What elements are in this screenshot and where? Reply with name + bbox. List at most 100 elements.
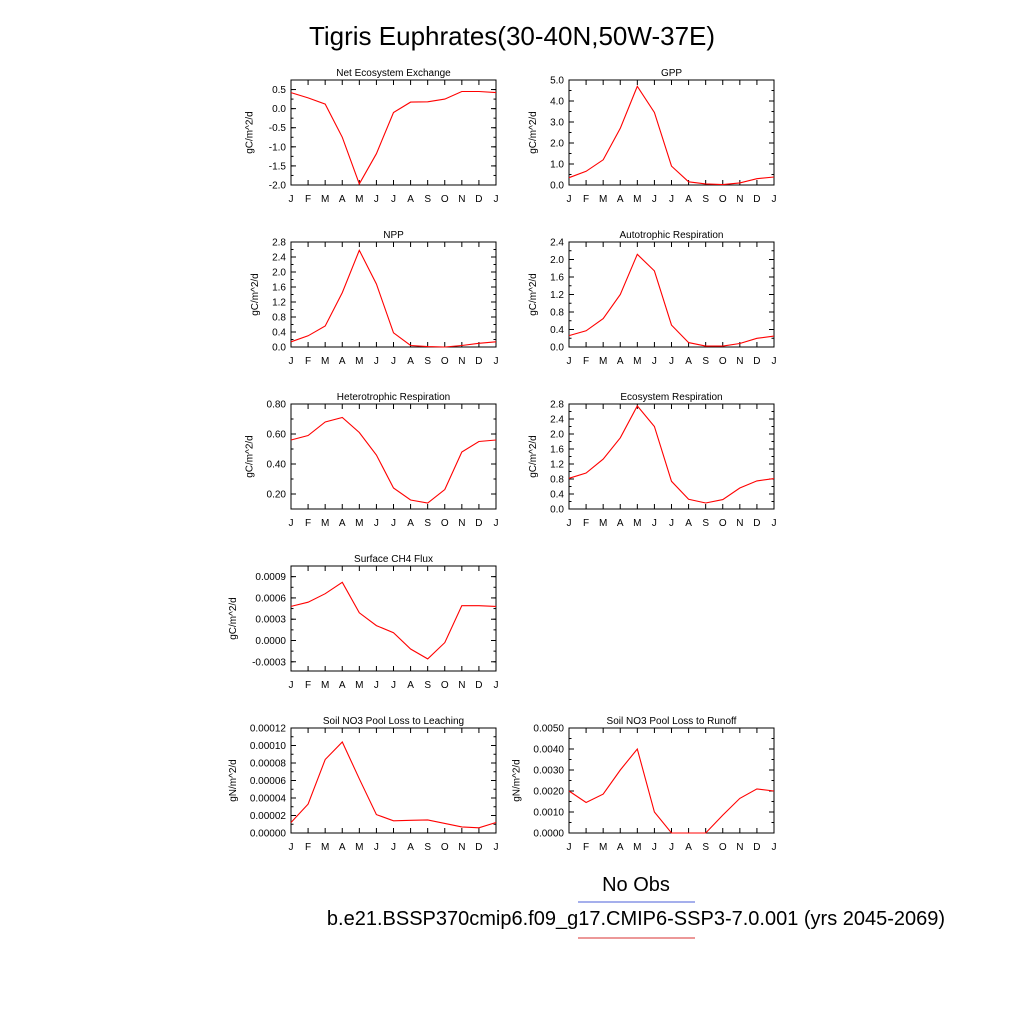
legend: No Obs b.e21.BSSP370cmip6.f09_g17.CMIP6-… [327, 874, 945, 939]
series-line [568, 404, 775, 504]
x-tick-label: M [599, 842, 607, 853]
y-tick-label: 0.0010 [533, 808, 564, 819]
y-tick-label: 0.60 [267, 430, 287, 441]
x-tick-label: F [305, 842, 311, 853]
y-tick-label: 2.4 [272, 253, 286, 264]
legend-model-label: b.e21.BSSP370cmip6.f09_g17.CMIP6-SSP3-7.… [327, 908, 945, 930]
x-tick-label: M [633, 518, 641, 529]
x-tick-label: A [685, 194, 692, 205]
y-tick-label: 0.0 [272, 104, 286, 115]
x-tick-label: J [652, 842, 657, 853]
y-tick-label: 0.8 [550, 308, 564, 319]
y-tick-label: 3.0 [550, 118, 564, 129]
x-tick-label: M [355, 680, 363, 691]
chart-panel: Heterotrophic Respiration 0.80 0.60 0.40 0.2… [245, 392, 499, 529]
y-tick-label: 1.0 [550, 160, 564, 171]
x-tick-label: O [441, 842, 449, 853]
y-tick-label: 1.6 [272, 283, 286, 294]
x-tick-label: J [652, 518, 657, 529]
y-axis-label: gC/m^2/d [528, 273, 539, 316]
y-tick-label: 0.0020 [533, 787, 564, 798]
x-tick-label: O [441, 518, 449, 529]
x-tick-label: M [599, 518, 607, 529]
y-tick-label: 1.6 [550, 445, 564, 456]
y-tick-label: 2.0 [550, 139, 564, 150]
y-tick-label: 0.00006 [250, 776, 287, 787]
y-tick-label: 2.8 [550, 400, 564, 411]
x-tick-label: J [567, 518, 572, 529]
x-tick-label: N [458, 518, 465, 529]
y-tick-label: 0.0003 [255, 615, 286, 626]
plot-frame [568, 727, 775, 834]
chart-title: NPP [383, 230, 404, 241]
y-axis-label: gC/m^2/d [528, 111, 539, 154]
y-tick-label: -1.0 [269, 142, 287, 153]
chart-panel: Net Ecosystem Exchange 0.5 0.0 -0.5 -1.0 -1.5… [245, 68, 499, 205]
y-tick-label: 0.0040 [533, 745, 564, 756]
x-tick-label: N [736, 356, 743, 367]
y-tick-label: 1.2 [550, 460, 564, 471]
x-tick-label: A [407, 518, 414, 529]
y-tick-label: 0.0 [550, 505, 564, 516]
x-tick-label: A [617, 194, 624, 205]
x-tick-label: S [424, 194, 431, 205]
x-tick-label: M [633, 356, 641, 367]
x-tick-label: J [374, 194, 379, 205]
figure-title: Tigris Euphrates(30-40N,50W-37E) [309, 21, 715, 51]
x-tick-label: J [652, 356, 657, 367]
series-line [290, 741, 497, 829]
x-tick-label: D [753, 842, 760, 853]
x-tick-label: A [617, 518, 624, 529]
x-tick-label: M [321, 680, 329, 691]
y-tick-label: 0.0006 [255, 593, 286, 604]
chart-panel: Autotrophic Respiration 2.4 2.0 1.6 1.2 0.8 0.… [528, 230, 776, 367]
y-axis-label: gN/m^2/d [228, 759, 239, 802]
x-tick-label: J [772, 356, 777, 367]
x-tick-label: J [567, 842, 572, 853]
y-tick-label: 4.0 [550, 97, 564, 108]
y-tick-label: 0.40 [267, 460, 287, 471]
x-tick-label: S [702, 842, 709, 853]
x-tick-label: J [567, 356, 572, 367]
x-tick-label: A [407, 680, 414, 691]
y-tick-label: 0.80 [267, 400, 287, 411]
x-tick-label: J [772, 518, 777, 529]
x-tick-label: N [458, 842, 465, 853]
plot-frame [290, 565, 497, 672]
series-line [290, 581, 497, 660]
x-tick-label: D [475, 356, 482, 367]
y-tick-label: 2.4 [550, 415, 564, 426]
x-tick-label: J [391, 194, 396, 205]
x-tick-label: F [583, 518, 589, 529]
x-tick-label: D [753, 356, 760, 367]
x-tick-label: J [652, 194, 657, 205]
x-tick-label: J [391, 356, 396, 367]
y-axis-label: gC/m^2/d [245, 435, 256, 478]
y-tick-label: 0.00012 [250, 724, 287, 735]
x-tick-label: D [475, 194, 482, 205]
x-tick-label: J [289, 680, 294, 691]
y-tick-label: 0.00008 [250, 759, 287, 770]
x-tick-label: F [305, 194, 311, 205]
y-tick-label: 2.4 [550, 238, 564, 249]
x-tick-label: A [617, 356, 624, 367]
chart-title: Ecosystem Respiration [620, 392, 722, 403]
y-axis-label: gC/m^2/d [528, 435, 539, 478]
x-tick-label: D [753, 194, 760, 205]
x-tick-label: N [458, 194, 465, 205]
x-tick-label: M [355, 356, 363, 367]
x-tick-label: M [355, 842, 363, 853]
x-tick-label: S [424, 356, 431, 367]
x-tick-label: M [321, 356, 329, 367]
y-tick-label: 0.00000 [250, 829, 287, 840]
plot-frame [290, 727, 497, 834]
series-line [568, 253, 775, 347]
chart-title: GPP [661, 68, 682, 79]
chart-panel: Ecosystem Respiration 2.8 2.4 2.0 1.6 1.2 0.8 0… [528, 392, 776, 529]
y-tick-label: 2.0 [550, 255, 564, 266]
plot-frame [568, 79, 775, 186]
y-tick-label: -0.0003 [252, 657, 286, 668]
x-tick-label: F [305, 680, 311, 691]
x-tick-label: M [355, 194, 363, 205]
x-tick-label: A [407, 194, 414, 205]
